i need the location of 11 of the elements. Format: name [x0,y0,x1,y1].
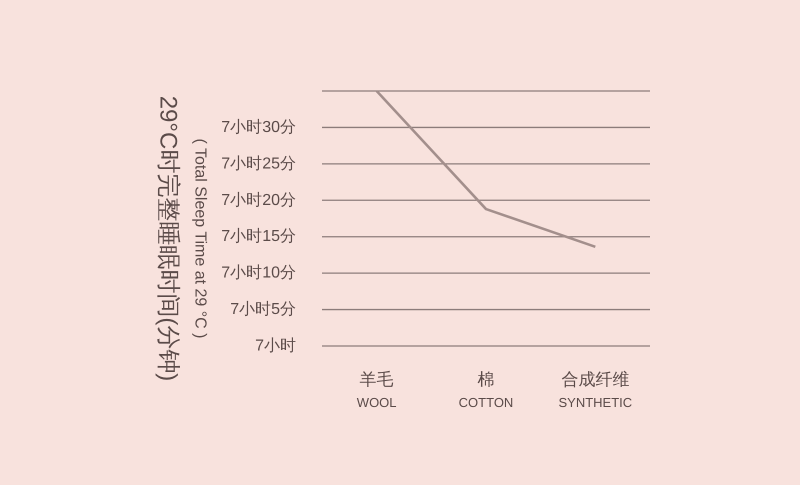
x-tick-label: 合成纤维 SYNTHETIC [558,370,632,410]
text: 7小时10分 [221,264,296,282]
y-axis-title: 29°C时完整睡眠时间(分钟) ( Total Sleep Time at 29 °C ) [154,96,208,382]
x-tick-label: 棉 COTTON [458,370,514,410]
text: 7小时5分 [230,300,296,318]
text: 7小时 [255,336,296,354]
text: 7小时20分 [221,190,296,209]
text: 7小时25分 [221,154,296,172]
text: 7小时15分 [221,227,296,246]
x-tick-label: 羊毛 WOOL [356,370,397,410]
text: 7小时30分 [221,118,296,136]
